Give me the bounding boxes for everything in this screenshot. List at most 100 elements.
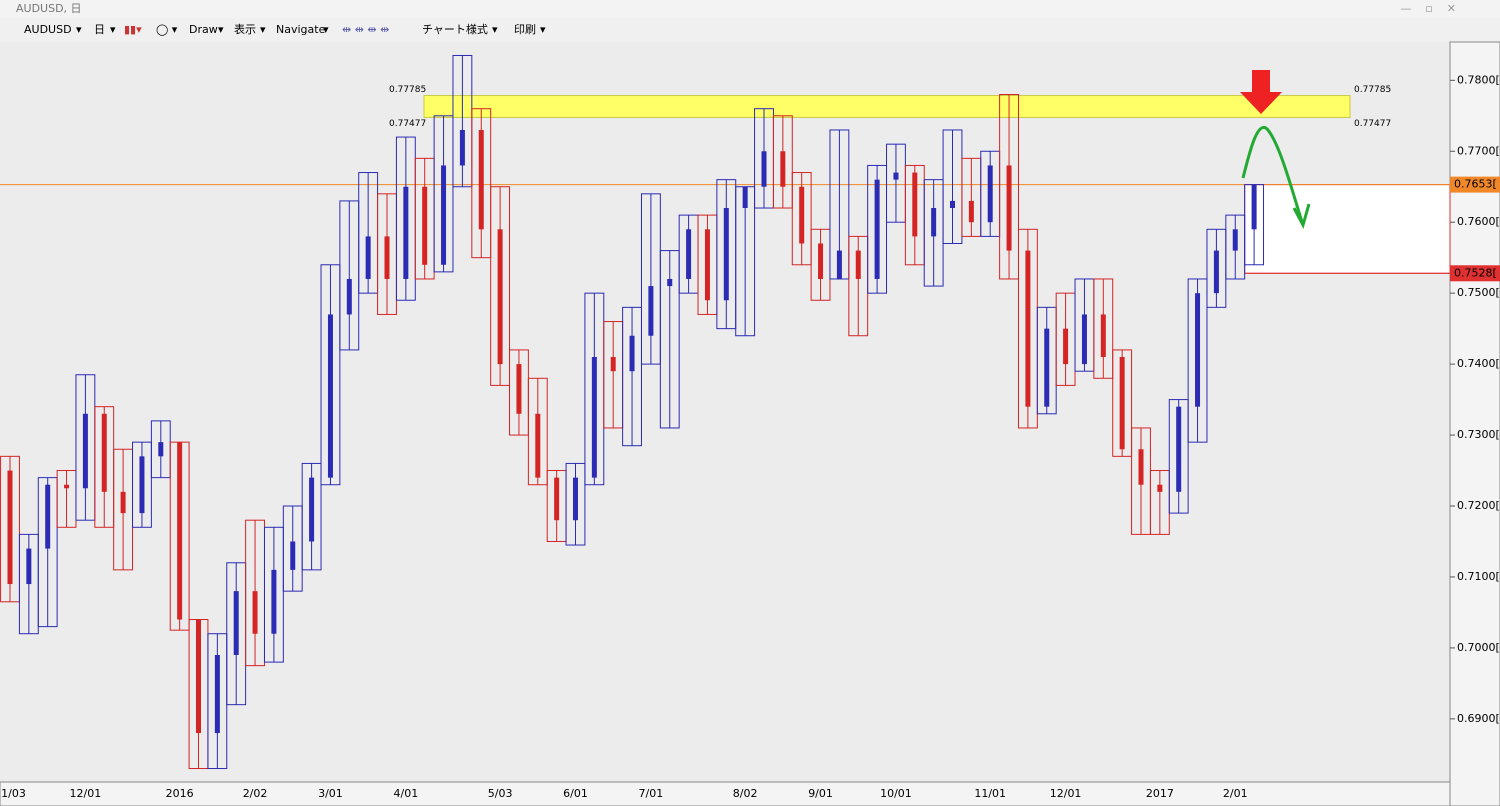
candle-body	[667, 278, 673, 287]
x-tick-label: 12/01	[70, 787, 102, 800]
title-bar: AUDUSD, 日 — ▫ ✕	[0, 0, 1500, 18]
x-tick-label: 3/01	[318, 787, 343, 800]
candle-body	[1044, 328, 1050, 407]
shape-icon[interactable]: ◯ ▾	[156, 23, 178, 36]
price-label: 0.7653[	[1454, 178, 1497, 191]
candle-body	[309, 477, 315, 542]
candle-body	[893, 172, 899, 180]
candle-body	[1006, 165, 1012, 251]
candle-icon[interactable]: ▮▮▾	[124, 23, 142, 36]
candle-body	[1232, 229, 1238, 251]
candle-body	[252, 591, 258, 634]
draw-menu[interactable]: Draw	[189, 23, 218, 36]
candle-body	[554, 477, 560, 521]
candle-body	[968, 200, 974, 223]
current-range-box	[1244, 184, 1451, 274]
candle-body	[648, 286, 654, 336]
candle-body	[686, 229, 692, 279]
time-axis	[0, 781, 1451, 806]
candle-body	[855, 250, 861, 279]
candle-body	[233, 591, 239, 656]
candle-body	[214, 655, 220, 734]
candle-body	[120, 491, 126, 514]
candle-body	[1251, 184, 1257, 230]
candle-body	[931, 208, 937, 237]
candle-body	[761, 151, 767, 187]
x-tick-label: 5/03	[488, 787, 513, 800]
candle-body	[1195, 293, 1201, 407]
candle-body	[82, 413, 88, 489]
candle-body	[422, 186, 428, 265]
candle-body	[950, 200, 955, 209]
candle-body	[497, 229, 503, 365]
price-label-bg	[1450, 176, 1500, 193]
candle-body	[101, 413, 107, 492]
symbol-select[interactable]: AUDUSD	[24, 23, 72, 36]
zone-label: 0.77477	[389, 119, 426, 129]
period-select[interactable]: 日	[94, 23, 105, 36]
window-controls[interactable]: — ▫ ✕	[1400, 2, 1456, 15]
view-menu[interactable]: 表示	[234, 23, 256, 36]
x-tick-label: 2017	[1146, 787, 1174, 800]
candle-body	[836, 250, 842, 279]
candle-body	[1213, 250, 1219, 294]
candle-body	[64, 484, 70, 489]
x-tick-label: 11/01	[974, 787, 1006, 800]
candle-body	[271, 569, 277, 634]
candle-body	[704, 229, 710, 301]
dropdown-arrow[interactable]: ▾	[260, 23, 266, 36]
candle-body	[365, 236, 371, 279]
candle-body	[742, 186, 748, 209]
x-tick-label: 7/01	[639, 787, 664, 800]
dropdown-arrow[interactable]: ▾	[540, 23, 546, 36]
candle-body	[1063, 328, 1069, 365]
candle-body	[1025, 250, 1031, 407]
dropdown-arrow[interactable]: ▾	[323, 23, 329, 36]
y-tick-label: 0.7100[0	[1457, 570, 1500, 583]
plot-area	[0, 42, 1450, 782]
x-tick-label: 12/01	[1050, 787, 1082, 800]
candle-body	[610, 357, 616, 372]
dropdown-arrow[interactable]: ▾	[76, 23, 82, 36]
candle-body	[629, 335, 635, 372]
y-tick-label: 0.7600[0	[1457, 215, 1500, 228]
candle-body	[1100, 314, 1106, 358]
candle-body	[177, 442, 183, 620]
resistance-zone	[423, 95, 1351, 118]
candle-body	[327, 314, 333, 478]
zone-label: 0.77785	[1354, 85, 1391, 95]
zone-label: 0.77477	[1354, 119, 1391, 129]
navigate-menu[interactable]: Navigate	[276, 23, 326, 36]
candle-body	[573, 477, 578, 521]
chart-style-menu[interactable]: チャート様式	[422, 23, 488, 36]
price-label-bg	[1450, 265, 1500, 282]
candle-body	[346, 278, 352, 315]
print-menu[interactable]: 印刷	[514, 23, 536, 36]
candle-body	[7, 470, 13, 585]
zoom-icons[interactable]: ⇹ ⇹ ⇹ ⇹	[342, 23, 390, 36]
forecast-arrowhead	[1292, 203, 1311, 229]
candle-body	[139, 456, 145, 514]
candle-body	[290, 541, 296, 570]
candle-body	[591, 357, 597, 478]
y-tick-label: 0.7400[0	[1457, 357, 1500, 370]
candle-body	[158, 442, 164, 457]
candle-body	[818, 243, 824, 279]
dropdown-arrow[interactable]: ▾	[492, 23, 498, 36]
candle-body	[1176, 406, 1182, 492]
candle-body	[723, 208, 729, 301]
candle-body	[441, 165, 447, 265]
x-tick-label: 11/03	[0, 787, 26, 800]
candle-body	[478, 129, 484, 230]
candle-body	[1081, 314, 1087, 365]
y-tick-label: 0.7800[0	[1457, 73, 1500, 86]
y-tick-label: 0.7500[0	[1457, 286, 1500, 299]
candle-body	[45, 484, 51, 549]
candle-body	[196, 619, 201, 734]
candle-body	[1119, 357, 1125, 450]
dropdown-arrow[interactable]: ▾	[110, 23, 116, 36]
y-tick-label: 0.6900[0	[1457, 712, 1500, 725]
dropdown-arrow[interactable]: ▾	[218, 23, 224, 36]
